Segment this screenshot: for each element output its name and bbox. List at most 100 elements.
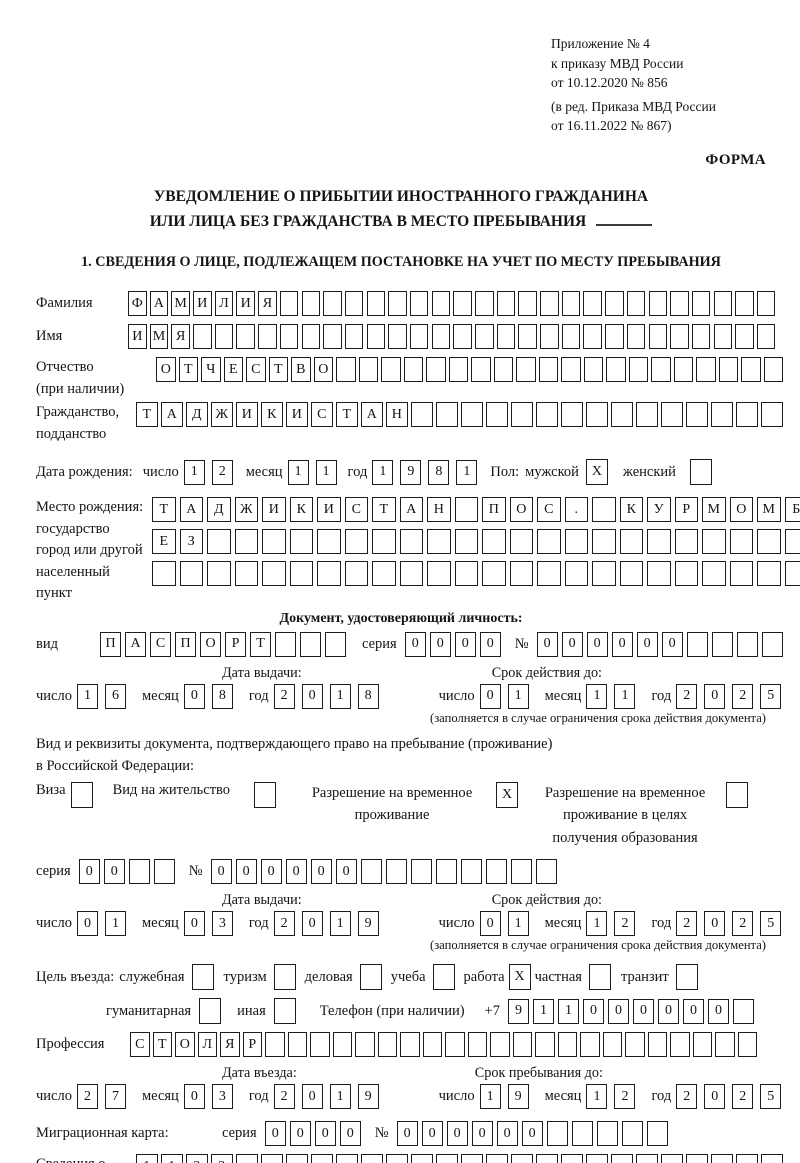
- char-box[interactable]: С: [150, 631, 171, 657]
- char-box[interactable]: [592, 529, 616, 555]
- char-box[interactable]: [485, 859, 507, 885]
- char-box[interactable]: [435, 859, 457, 885]
- char-box[interactable]: [675, 964, 698, 991]
- char-box[interactable]: 1: [507, 911, 529, 937]
- char-box[interactable]: 2: [273, 683, 295, 709]
- char-box[interactable]: Н: [386, 402, 408, 428]
- char-box[interactable]: [388, 324, 407, 350]
- char-box[interactable]: 9: [507, 998, 529, 1024]
- char-box[interactable]: [736, 631, 758, 657]
- char-box[interactable]: [193, 324, 212, 350]
- char-box[interactable]: [482, 561, 506, 587]
- char-box[interactable]: 2: [614, 911, 636, 937]
- char-box[interactable]: 0: [704, 1084, 726, 1110]
- char-box[interactable]: [262, 529, 286, 555]
- char-box[interactable]: О: [200, 631, 221, 657]
- char-box[interactable]: [431, 291, 451, 317]
- char-box[interactable]: 1: [372, 459, 394, 485]
- char-box[interactable]: [461, 1154, 483, 1163]
- sex-male-checkbox[interactable]: X: [585, 459, 608, 486]
- char-box[interactable]: [411, 402, 433, 428]
- char-box[interactable]: А: [149, 291, 169, 317]
- char-box[interactable]: [648, 291, 667, 317]
- char-box[interactable]: 0: [636, 631, 658, 657]
- char-box[interactable]: К: [261, 402, 283, 428]
- edu-residence-checkbox[interactable]: [726, 781, 749, 808]
- char-box[interactable]: [445, 1032, 465, 1058]
- char-box[interactable]: [696, 357, 716, 383]
- char-box[interactable]: [580, 1032, 600, 1058]
- char-box[interactable]: [518, 291, 537, 317]
- char-box[interactable]: 0: [661, 631, 683, 657]
- char-box[interactable]: [511, 1154, 533, 1163]
- char-box[interactable]: [784, 529, 800, 555]
- char-box[interactable]: [323, 291, 342, 317]
- char-box[interactable]: Е: [152, 529, 176, 555]
- char-box[interactable]: 1: [557, 998, 579, 1024]
- char-box[interactable]: [287, 1032, 307, 1058]
- char-box[interactable]: 0: [536, 631, 558, 657]
- char-box[interactable]: [323, 324, 342, 350]
- char-box[interactable]: X: [496, 781, 519, 808]
- char-box[interactable]: 1: [586, 1084, 608, 1110]
- char-box[interactable]: У: [647, 497, 671, 523]
- char-box[interactable]: [399, 529, 423, 555]
- char-box[interactable]: 1: [532, 998, 554, 1024]
- char-box[interactable]: [611, 1154, 633, 1163]
- char-box[interactable]: М: [149, 324, 169, 350]
- char-box[interactable]: 0: [183, 911, 205, 937]
- char-box[interactable]: [761, 1154, 783, 1163]
- char-box[interactable]: Ч: [201, 357, 221, 383]
- char-box[interactable]: 1: [614, 683, 636, 709]
- char-box[interactable]: [647, 529, 671, 555]
- purpose-humanitarian-checkbox[interactable]: [199, 998, 222, 1025]
- char-box[interactable]: [191, 964, 214, 991]
- char-box[interactable]: 1: [479, 1084, 501, 1110]
- char-box[interactable]: [388, 291, 407, 317]
- char-box[interactable]: [586, 1154, 608, 1163]
- char-box[interactable]: [344, 324, 364, 350]
- char-box[interactable]: Я: [258, 291, 277, 317]
- char-box[interactable]: [619, 529, 643, 555]
- char-box[interactable]: 0: [301, 911, 323, 937]
- char-box[interactable]: [729, 561, 753, 587]
- char-box[interactable]: [670, 291, 689, 317]
- char-box[interactable]: [359, 964, 382, 991]
- char-box[interactable]: X: [508, 964, 531, 991]
- char-box[interactable]: [538, 357, 558, 383]
- char-box[interactable]: [732, 998, 754, 1024]
- char-box[interactable]: [691, 291, 711, 317]
- char-box[interactable]: [646, 1121, 668, 1147]
- char-box[interactable]: [692, 1032, 712, 1058]
- char-box[interactable]: 0: [76, 911, 98, 937]
- char-box[interactable]: П: [175, 631, 196, 657]
- char-box[interactable]: [234, 561, 258, 587]
- char-box[interactable]: [784, 561, 800, 587]
- char-box[interactable]: [486, 402, 508, 428]
- char-box[interactable]: [761, 631, 783, 657]
- char-box[interactable]: 1: [315, 459, 337, 485]
- char-box[interactable]: 0: [704, 911, 726, 937]
- purpose-work-checkbox[interactable]: X: [508, 964, 531, 991]
- char-box[interactable]: Д: [207, 497, 231, 523]
- char-box[interactable]: И: [317, 497, 341, 523]
- char-box[interactable]: [355, 1032, 375, 1058]
- char-box[interactable]: [509, 561, 533, 587]
- char-box[interactable]: 0: [479, 631, 501, 657]
- char-box[interactable]: [310, 1032, 330, 1058]
- char-box[interactable]: 0: [264, 1121, 286, 1147]
- char-box[interactable]: 1: [136, 1154, 158, 1163]
- char-box[interactable]: 9: [400, 459, 422, 485]
- char-box[interactable]: [561, 1154, 583, 1163]
- char-box[interactable]: [275, 631, 296, 657]
- char-box[interactable]: [385, 859, 407, 885]
- char-box[interactable]: 1: [161, 1154, 183, 1163]
- char-box[interactable]: О: [175, 1032, 195, 1058]
- char-box[interactable]: [366, 291, 386, 317]
- char-box[interactable]: [486, 1154, 508, 1163]
- char-box[interactable]: 0: [707, 998, 729, 1024]
- char-box[interactable]: 0: [289, 1121, 311, 1147]
- char-box[interactable]: [561, 324, 581, 350]
- char-box[interactable]: П: [100, 631, 121, 657]
- char-box[interactable]: [673, 357, 693, 383]
